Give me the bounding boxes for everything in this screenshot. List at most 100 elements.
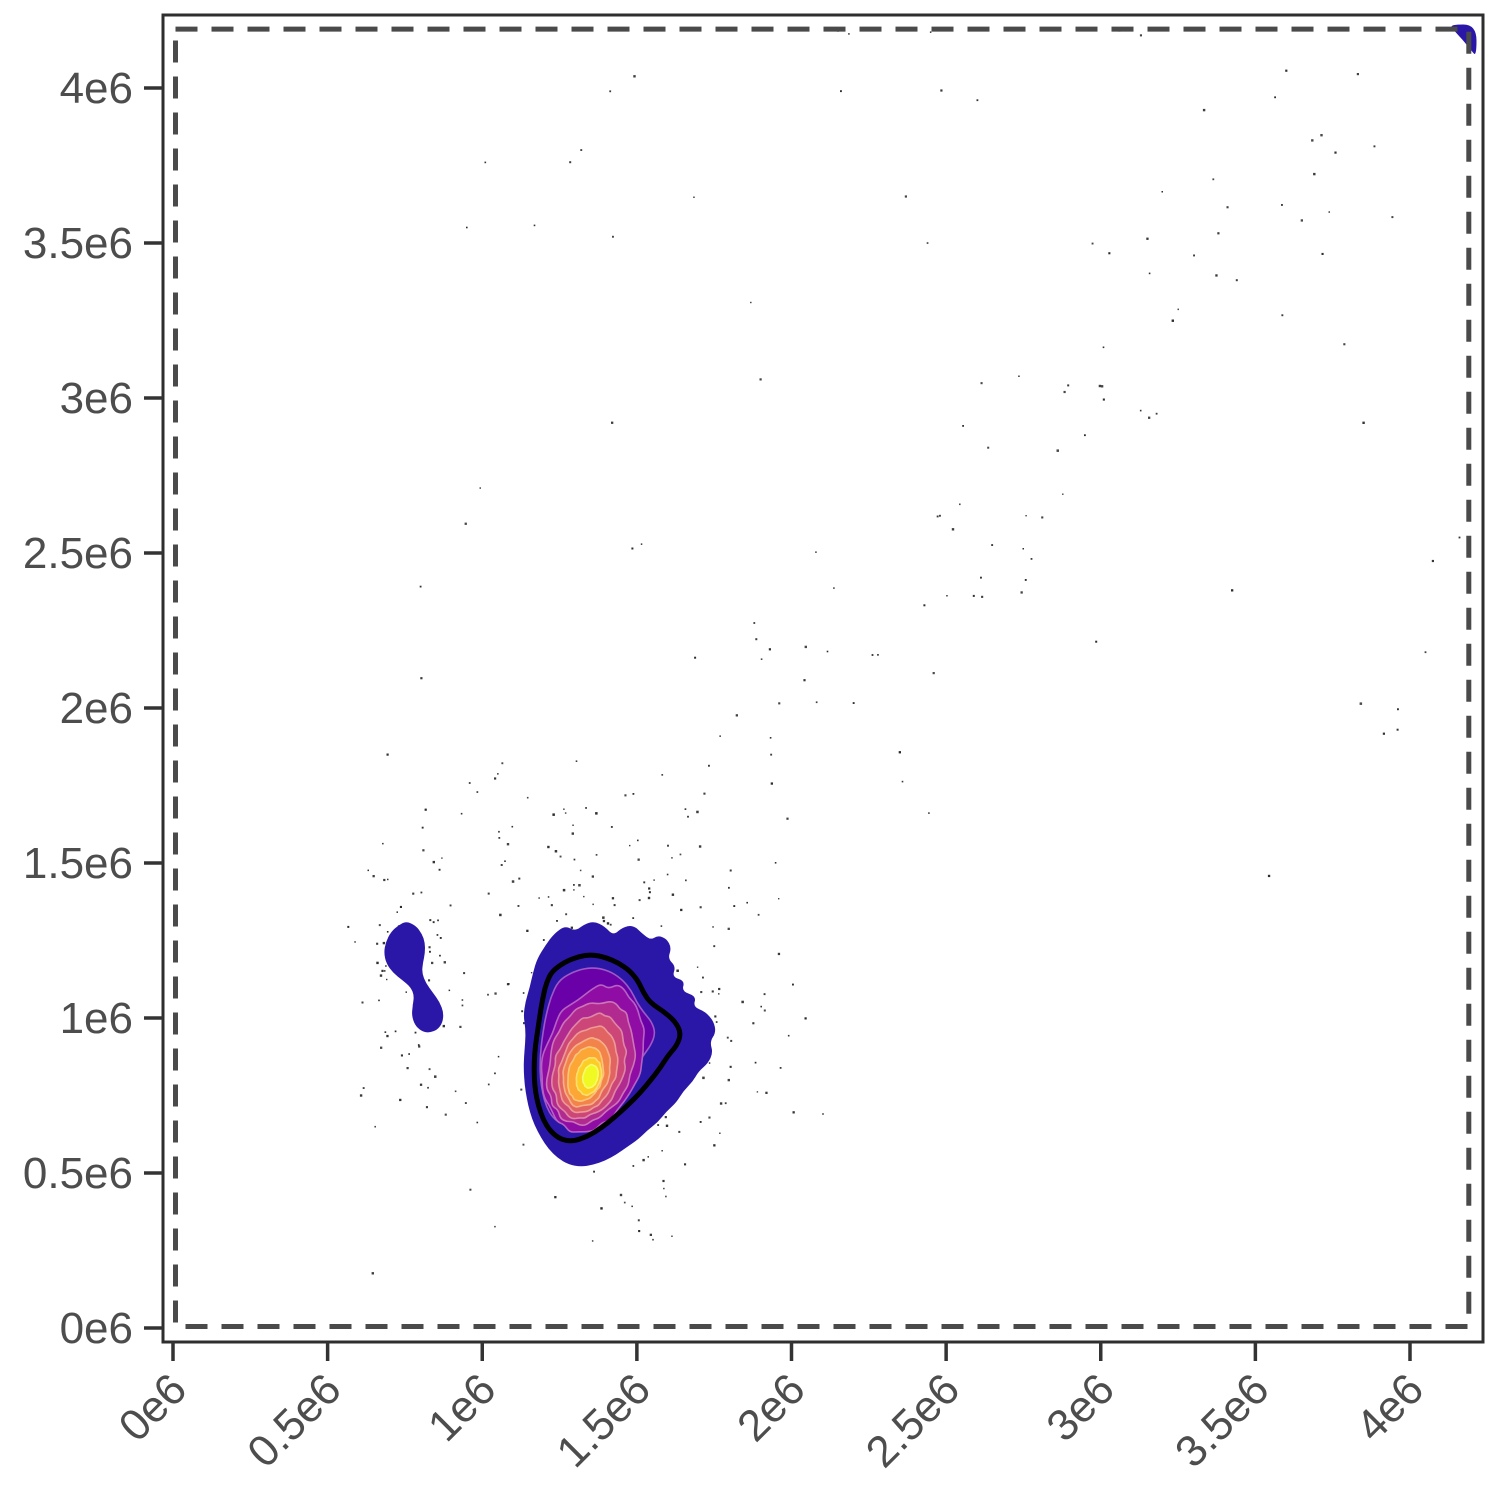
scatter-point <box>652 1238 654 1241</box>
y-tick-label: 4e6 <box>60 64 133 113</box>
scatter-point <box>362 1087 365 1089</box>
scatter-point <box>1334 151 1337 154</box>
scatter-point <box>606 922 610 925</box>
scatter-point <box>559 855 562 858</box>
scatter-point <box>487 1083 490 1086</box>
scatter-point <box>662 1179 665 1183</box>
scatter-point <box>518 877 521 880</box>
scatter-point <box>379 974 383 977</box>
scatter-point <box>1226 206 1229 209</box>
scatter-point <box>629 844 631 847</box>
scatter-point <box>359 1094 363 1097</box>
scatter-point <box>660 925 663 927</box>
scatter-point <box>633 75 636 78</box>
scatter-point <box>632 1165 635 1167</box>
scatter-point <box>685 879 687 882</box>
scatter-point <box>1084 434 1086 437</box>
scatter-point <box>1397 708 1399 711</box>
scatter-point <box>1343 343 1346 346</box>
scatter-point <box>804 645 807 649</box>
scatter-point <box>386 931 389 933</box>
scatter-point <box>1313 172 1316 176</box>
scatter-point <box>936 515 939 518</box>
scatter-point <box>563 808 565 810</box>
scatter-point <box>928 812 930 814</box>
scatter-point <box>991 544 994 546</box>
scatter-point <box>763 993 766 996</box>
scatter-point <box>778 702 781 705</box>
scatter-point <box>877 654 879 656</box>
scatter-point <box>479 487 481 489</box>
scatter-point <box>661 1150 663 1152</box>
scatter-points-layer <box>347 29 1470 1275</box>
scatter-point <box>487 892 490 895</box>
scatter-point <box>1424 651 1427 654</box>
scatter-point <box>538 897 540 899</box>
scatter-point <box>562 888 566 892</box>
scatter-point <box>530 972 533 974</box>
scatter-point <box>1231 589 1234 592</box>
scatter-point <box>715 1021 718 1023</box>
scatter-point <box>511 880 515 883</box>
scatter-point <box>376 942 379 945</box>
scatter-point <box>699 906 702 909</box>
scatter-point <box>946 595 948 597</box>
scatter-point <box>932 672 935 675</box>
y-tick-label: 1e6 <box>60 994 133 1043</box>
scatter-point <box>848 33 850 35</box>
scatter-point <box>708 1116 711 1119</box>
scatter-point <box>680 908 683 912</box>
scatter-point <box>676 969 679 972</box>
scatter-point <box>741 1000 744 1004</box>
scatter-point <box>385 965 387 967</box>
scatter-point <box>661 774 664 776</box>
scatter-point <box>506 983 510 986</box>
scatter-point <box>565 913 568 916</box>
scatter-point <box>1202 108 1206 112</box>
scatter-point <box>583 895 585 898</box>
scatter-point <box>449 904 452 907</box>
scatter-point <box>387 878 389 881</box>
density-contour-ring <box>531 952 683 1144</box>
scatter-point <box>768 648 771 651</box>
scatter-point <box>504 860 506 862</box>
scatter-point <box>421 826 424 829</box>
scatter-point <box>408 1053 410 1055</box>
scatter-point <box>438 868 441 871</box>
scatter-point <box>1139 34 1142 37</box>
scatter-point <box>826 650 829 653</box>
scatter-point <box>637 858 640 861</box>
scatter-point <box>464 522 467 525</box>
scatter-point <box>693 196 695 198</box>
scatter-point <box>439 937 442 939</box>
scatter-point <box>611 421 614 424</box>
scatter-point <box>609 923 612 926</box>
scatter-point <box>759 378 762 381</box>
scatter-point <box>556 920 558 922</box>
scatter-point <box>1025 515 1027 517</box>
scatter-point <box>1373 145 1376 148</box>
scatter-point <box>727 1078 730 1082</box>
scatter-point <box>929 31 932 33</box>
scatter-point <box>461 999 464 1001</box>
scatter-point <box>386 978 388 981</box>
scatter-point <box>580 149 583 151</box>
scatter-point <box>649 1233 652 1236</box>
scatter-point <box>763 1009 766 1012</box>
scatter-point <box>770 753 773 756</box>
panel-border <box>161 13 1485 1344</box>
scatter-point <box>724 1102 727 1105</box>
scatter-point <box>422 849 425 852</box>
scatter-point <box>667 844 669 847</box>
scatter-point <box>1139 409 1142 412</box>
gate-outline <box>173 26 1472 1330</box>
scatter-point <box>714 1015 717 1018</box>
scatter-point <box>432 860 435 864</box>
scatter-point <box>631 547 634 550</box>
scatter-point <box>500 864 503 866</box>
scatter-point <box>381 969 384 972</box>
scatter-point <box>550 904 553 907</box>
scatter-point <box>632 793 635 795</box>
scatter-point <box>1108 252 1111 255</box>
